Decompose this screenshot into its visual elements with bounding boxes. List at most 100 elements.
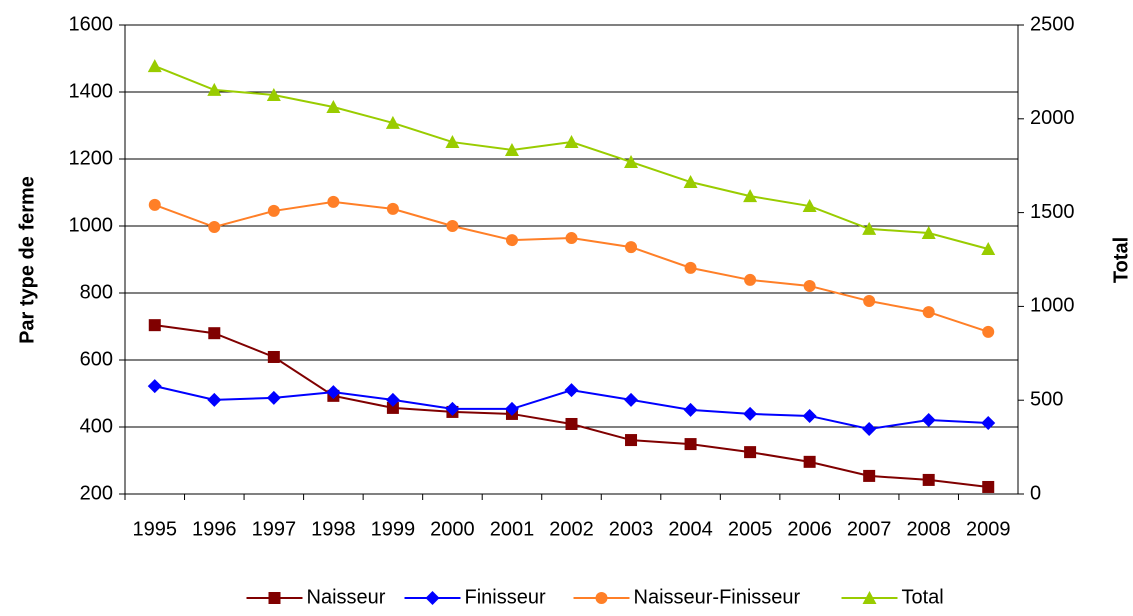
x-tick-label: 2005: [728, 518, 773, 540]
marker: [385, 392, 400, 407]
marker: [267, 204, 280, 217]
marker: [148, 319, 161, 332]
marker: [565, 417, 578, 430]
y-axis-title: Par type de ferme: [16, 176, 38, 344]
marker: [504, 142, 519, 156]
y2-tick-label: 500: [1030, 388, 1063, 410]
marker: [743, 189, 758, 203]
marker: [982, 480, 995, 493]
x-tick-label: 2001: [490, 518, 535, 540]
x-tick-label: 2008: [906, 518, 951, 540]
marker: [268, 592, 281, 604]
marker: [505, 234, 518, 247]
marker: [922, 306, 935, 319]
marker: [625, 434, 638, 447]
marker: [565, 232, 578, 245]
marker: [863, 295, 876, 308]
marker: [803, 455, 816, 468]
marker: [386, 401, 399, 414]
marker: [624, 392, 639, 407]
legend-label: Total: [902, 586, 944, 608]
marker: [564, 383, 579, 398]
legend-label: Finisseur: [465, 586, 546, 608]
marker: [326, 99, 341, 113]
marker: [624, 154, 639, 168]
marker: [326, 385, 341, 400]
x-tick-label: 1998: [311, 518, 356, 540]
marker: [684, 261, 697, 274]
marker: [921, 412, 936, 427]
marker: [625, 241, 638, 254]
marker: [595, 592, 608, 604]
x-tick-label: 2004: [668, 518, 713, 540]
x-tick-label: 1995: [133, 518, 178, 540]
marker: [802, 408, 817, 423]
marker: [981, 241, 996, 255]
marker: [266, 87, 281, 101]
x-tick-label: 2009: [966, 518, 1011, 540]
marker: [683, 402, 698, 417]
marker: [266, 390, 281, 405]
marker: [147, 379, 162, 394]
marker: [922, 473, 935, 486]
x-tick-label: 1997: [252, 518, 297, 540]
x-tick-label: 2000: [430, 518, 475, 540]
marker: [862, 422, 877, 437]
marker: [208, 327, 221, 340]
marker: [327, 195, 340, 208]
marker: [208, 221, 221, 234]
y-tick-label: 1600: [69, 13, 114, 35]
marker: [744, 446, 757, 459]
marker: [921, 226, 936, 240]
y-tick-label: 1400: [69, 80, 114, 102]
marker: [684, 438, 697, 451]
marker: [504, 401, 519, 416]
marker: [425, 591, 440, 605]
marker: [743, 406, 758, 421]
y2-tick-label: 2000: [1030, 107, 1075, 129]
marker: [982, 325, 995, 338]
marker: [207, 82, 222, 96]
marker: [147, 59, 162, 73]
y2-tick-label: 0: [1030, 482, 1041, 504]
marker: [385, 115, 400, 129]
marker: [863, 469, 876, 482]
marker: [267, 350, 280, 363]
y2-tick-label: 1000: [1030, 295, 1075, 317]
series-line: [154, 200, 989, 333]
x-tick-label: 2003: [609, 518, 654, 540]
legend-label: Naisseur-Finisseur: [634, 586, 801, 608]
marker: [862, 591, 877, 604]
y2-axis-title: Total: [1110, 237, 1132, 283]
marker: [744, 273, 757, 286]
marker: [445, 401, 460, 416]
series-line: [154, 324, 989, 488]
y-tick-label: 1200: [69, 147, 114, 169]
y2-tick-label: 2500: [1030, 13, 1075, 35]
x-tick-label: 2002: [549, 518, 594, 540]
y-tick-label: 200: [80, 482, 113, 504]
marker: [802, 199, 817, 213]
y-tick-label: 1000: [69, 214, 114, 236]
marker: [564, 135, 579, 149]
y2-tick-label: 1500: [1030, 201, 1075, 223]
marker: [446, 220, 459, 232]
y-tick-label: 400: [80, 415, 113, 437]
marker: [445, 135, 460, 149]
marker: [862, 221, 877, 235]
x-tick-label: 1996: [192, 518, 237, 540]
y-tick-label: 600: [80, 348, 113, 370]
x-tick-label: 2006: [787, 518, 832, 540]
marker: [207, 392, 222, 407]
marker: [803, 279, 816, 292]
marker: [981, 415, 996, 430]
marker: [683, 175, 698, 189]
series-line: [154, 65, 989, 250]
marker: [148, 198, 161, 211]
y-tick-label: 800: [80, 281, 113, 303]
x-tick-label: 1999: [371, 518, 416, 540]
x-tick-label: 2007: [847, 518, 892, 540]
marker: [386, 202, 399, 215]
legend-label: Naisseur: [307, 586, 386, 608]
